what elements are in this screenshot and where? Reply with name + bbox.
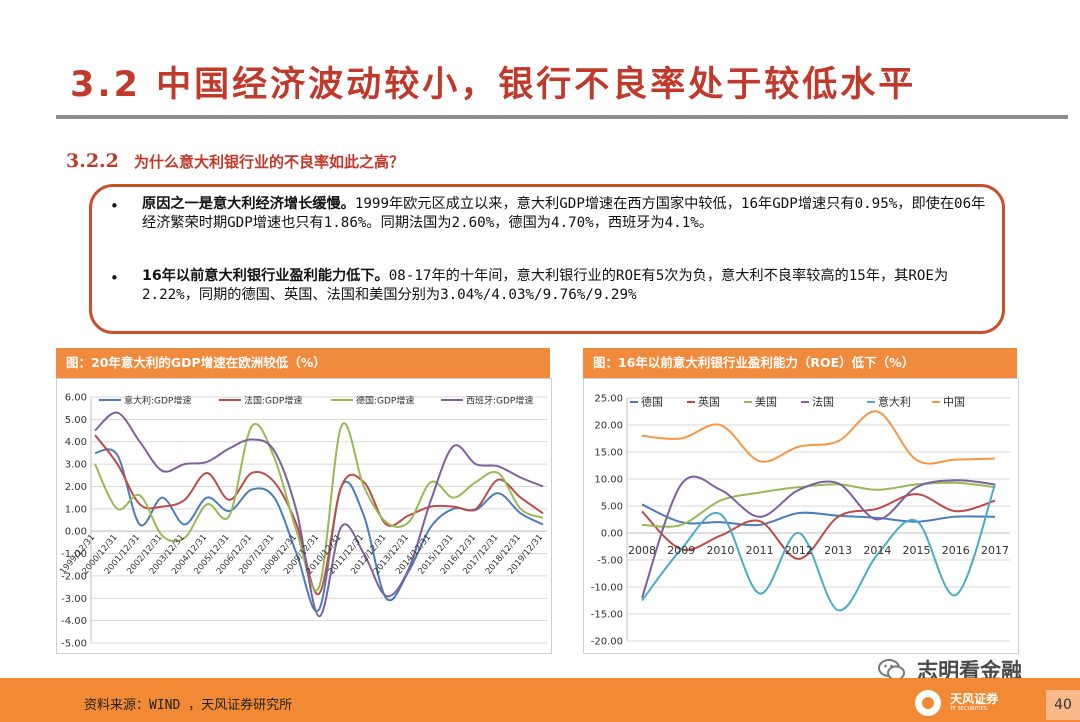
series-line-1 xyxy=(641,503,996,527)
series-line-4 xyxy=(641,475,996,599)
y-tick-label: 0.00 xyxy=(65,527,87,538)
x-tick-label: 2010 xyxy=(706,544,734,557)
bullet-2-text: 16年以前意大利银行业盈利能力低下。08-17年的十年间，意大利银行业的ROE有… xyxy=(142,267,990,304)
roe-chart-header: 图：16年以前意大利银行业盈利能力（ROE）低下（%） xyxy=(583,348,1017,378)
bullet-1-lead: 原因之一是意大利经济增长缓慢。 xyxy=(142,196,355,212)
y-tick-label: 5.00 xyxy=(601,502,623,513)
y-tick-label: 1.00 xyxy=(65,504,87,515)
y-tick-label: -5.00 xyxy=(61,639,87,650)
series-line-2 xyxy=(94,434,544,595)
bullet-1-body: 1999年欧元区成立以来，意大利GDP增速在西方国家中较低，16年GDP增速只有… xyxy=(142,196,986,231)
bullet-1-text: 原因之一是意大利经济增长缓慢。1999年欧元区成立以来，意大利GDP增速在西方国… xyxy=(142,195,990,232)
x-tick-label: 2012 xyxy=(785,544,813,557)
bullet-1-symbol: • xyxy=(110,197,119,215)
section-subheading: 3.2.2 为什么意大利银行业的不良率如此之高？ xyxy=(66,150,404,172)
section-number: 3.2.2 xyxy=(66,150,119,172)
bullet-2-lead: 16年以前意大利银行业盈利能力低下。 xyxy=(142,268,389,284)
gdp-chart-panel: 6.00 5.00 4.00 3.00 2.00 1.00 0.00 -1.00 -2.00 -3… xyxy=(56,378,552,654)
legend-label-6: 中国 xyxy=(943,396,965,409)
source-note: 资料来源：WIND ，天风证券研究所 xyxy=(84,698,293,713)
y-tick-label: -1.00 xyxy=(61,549,87,560)
bullet-2-symbol: • xyxy=(110,269,119,287)
legend-label-2: 英国 xyxy=(698,395,720,409)
x-tick-label: 2015 xyxy=(903,544,931,557)
y-tick-label: 4.00 xyxy=(65,437,87,448)
wechat-icon xyxy=(878,659,905,681)
legend-label-5: 意大利 xyxy=(878,395,911,409)
y-tick-label: 15.00 xyxy=(594,448,623,459)
y-tick-label: 10.00 xyxy=(594,475,623,486)
x-tick-label: 2009 xyxy=(667,544,695,557)
y-tick-label: -15.00 xyxy=(591,610,623,621)
y-tick-label: 20.00 xyxy=(594,421,623,432)
series-line-3 xyxy=(641,481,996,528)
y-tick-label: 3.00 xyxy=(65,460,87,471)
y-tick-label: 5.00 xyxy=(65,415,87,426)
legend-label-4: 西班牙:GDP增速 xyxy=(466,395,533,407)
gdp-chart-header: 图：20年意大利的GDP增速在欧洲较低（%） xyxy=(56,348,550,378)
bullet-2-body: 08-17年的十年间，意大利银行业的ROE有5次为负，意大利不良率较高的15年，… xyxy=(142,268,949,303)
legend-label-1: 意大利:GDP增速 xyxy=(124,395,191,407)
y-tick-label: -5.00 xyxy=(597,556,623,567)
y-tick-label: -2.00 xyxy=(61,571,87,582)
x-tick-label: 2016 xyxy=(942,544,970,557)
series-line-2 xyxy=(641,493,996,560)
gdp-growth-chart: 6.00 5.00 4.00 3.00 2.00 1.00 0.00 -1.00 -2.00 -3… xyxy=(58,393,547,650)
y-tick-label: -10.00 xyxy=(591,583,623,594)
legend-label-3: 德国:GDP增速 xyxy=(356,395,414,407)
x-tick-label: 2013 xyxy=(824,544,852,557)
series-line-5 xyxy=(641,484,996,612)
x-tick-label: 2011 xyxy=(746,544,774,557)
section-question: 为什么意大利银行业的不良率如此之高？ xyxy=(133,153,404,171)
legend-label-3: 美国 xyxy=(755,396,777,409)
brand-name: 天风证券 xyxy=(950,692,999,706)
series-line-3 xyxy=(94,422,544,592)
y-tick-label: -3.00 xyxy=(61,594,87,605)
brand-name-block: 天风证券 TF SECURITIES xyxy=(950,693,998,713)
x-tick-label: 2017 xyxy=(981,544,1009,557)
legend-label-4: 法国 xyxy=(812,395,834,409)
y-tick-label: 25.00 xyxy=(594,394,623,405)
page-title: 3.2 中国经济波动较小，银行不良率处于较低水平 xyxy=(70,65,917,105)
series-line-6 xyxy=(641,410,996,465)
x-tick-label: 2014 xyxy=(863,544,891,557)
brand-logo: 天风证券 TF SECURITIES xyxy=(915,690,998,716)
legend-label-2: 法国:GDP增速 xyxy=(244,395,302,407)
page-number: 40 xyxy=(1046,690,1080,720)
y-tick-label: 6.00 xyxy=(65,393,87,404)
title-divider xyxy=(56,115,1068,119)
y-tick-label: -4.00 xyxy=(61,616,87,627)
x-tick-label: 2008 xyxy=(628,544,656,557)
roe-chart: 25.00 20.00 15.00 10.00 5.00 0.00 -5.00 -10.00 -… xyxy=(591,394,1010,648)
series-line-4 xyxy=(94,411,544,618)
brand-name-en: TF SECURITIES xyxy=(950,706,987,712)
footer-bar xyxy=(0,678,1080,722)
y-tick-label: -20.00 xyxy=(591,637,623,648)
y-tick-label: 0.00 xyxy=(601,529,623,540)
y-tick-label: 2.00 xyxy=(65,482,87,493)
brand-flower-icon xyxy=(915,690,941,716)
key-points-callout: • 原因之一是意大利经济增长缓慢。1999年欧元区成立以来，意大利GDP增速在西… xyxy=(89,184,1005,334)
legend-label-1: 德国 xyxy=(641,395,663,409)
roe-chart-panel: 25.00 20.00 15.00 10.00 5.00 0.00 -5.00 -10.00 -… xyxy=(583,378,1019,654)
